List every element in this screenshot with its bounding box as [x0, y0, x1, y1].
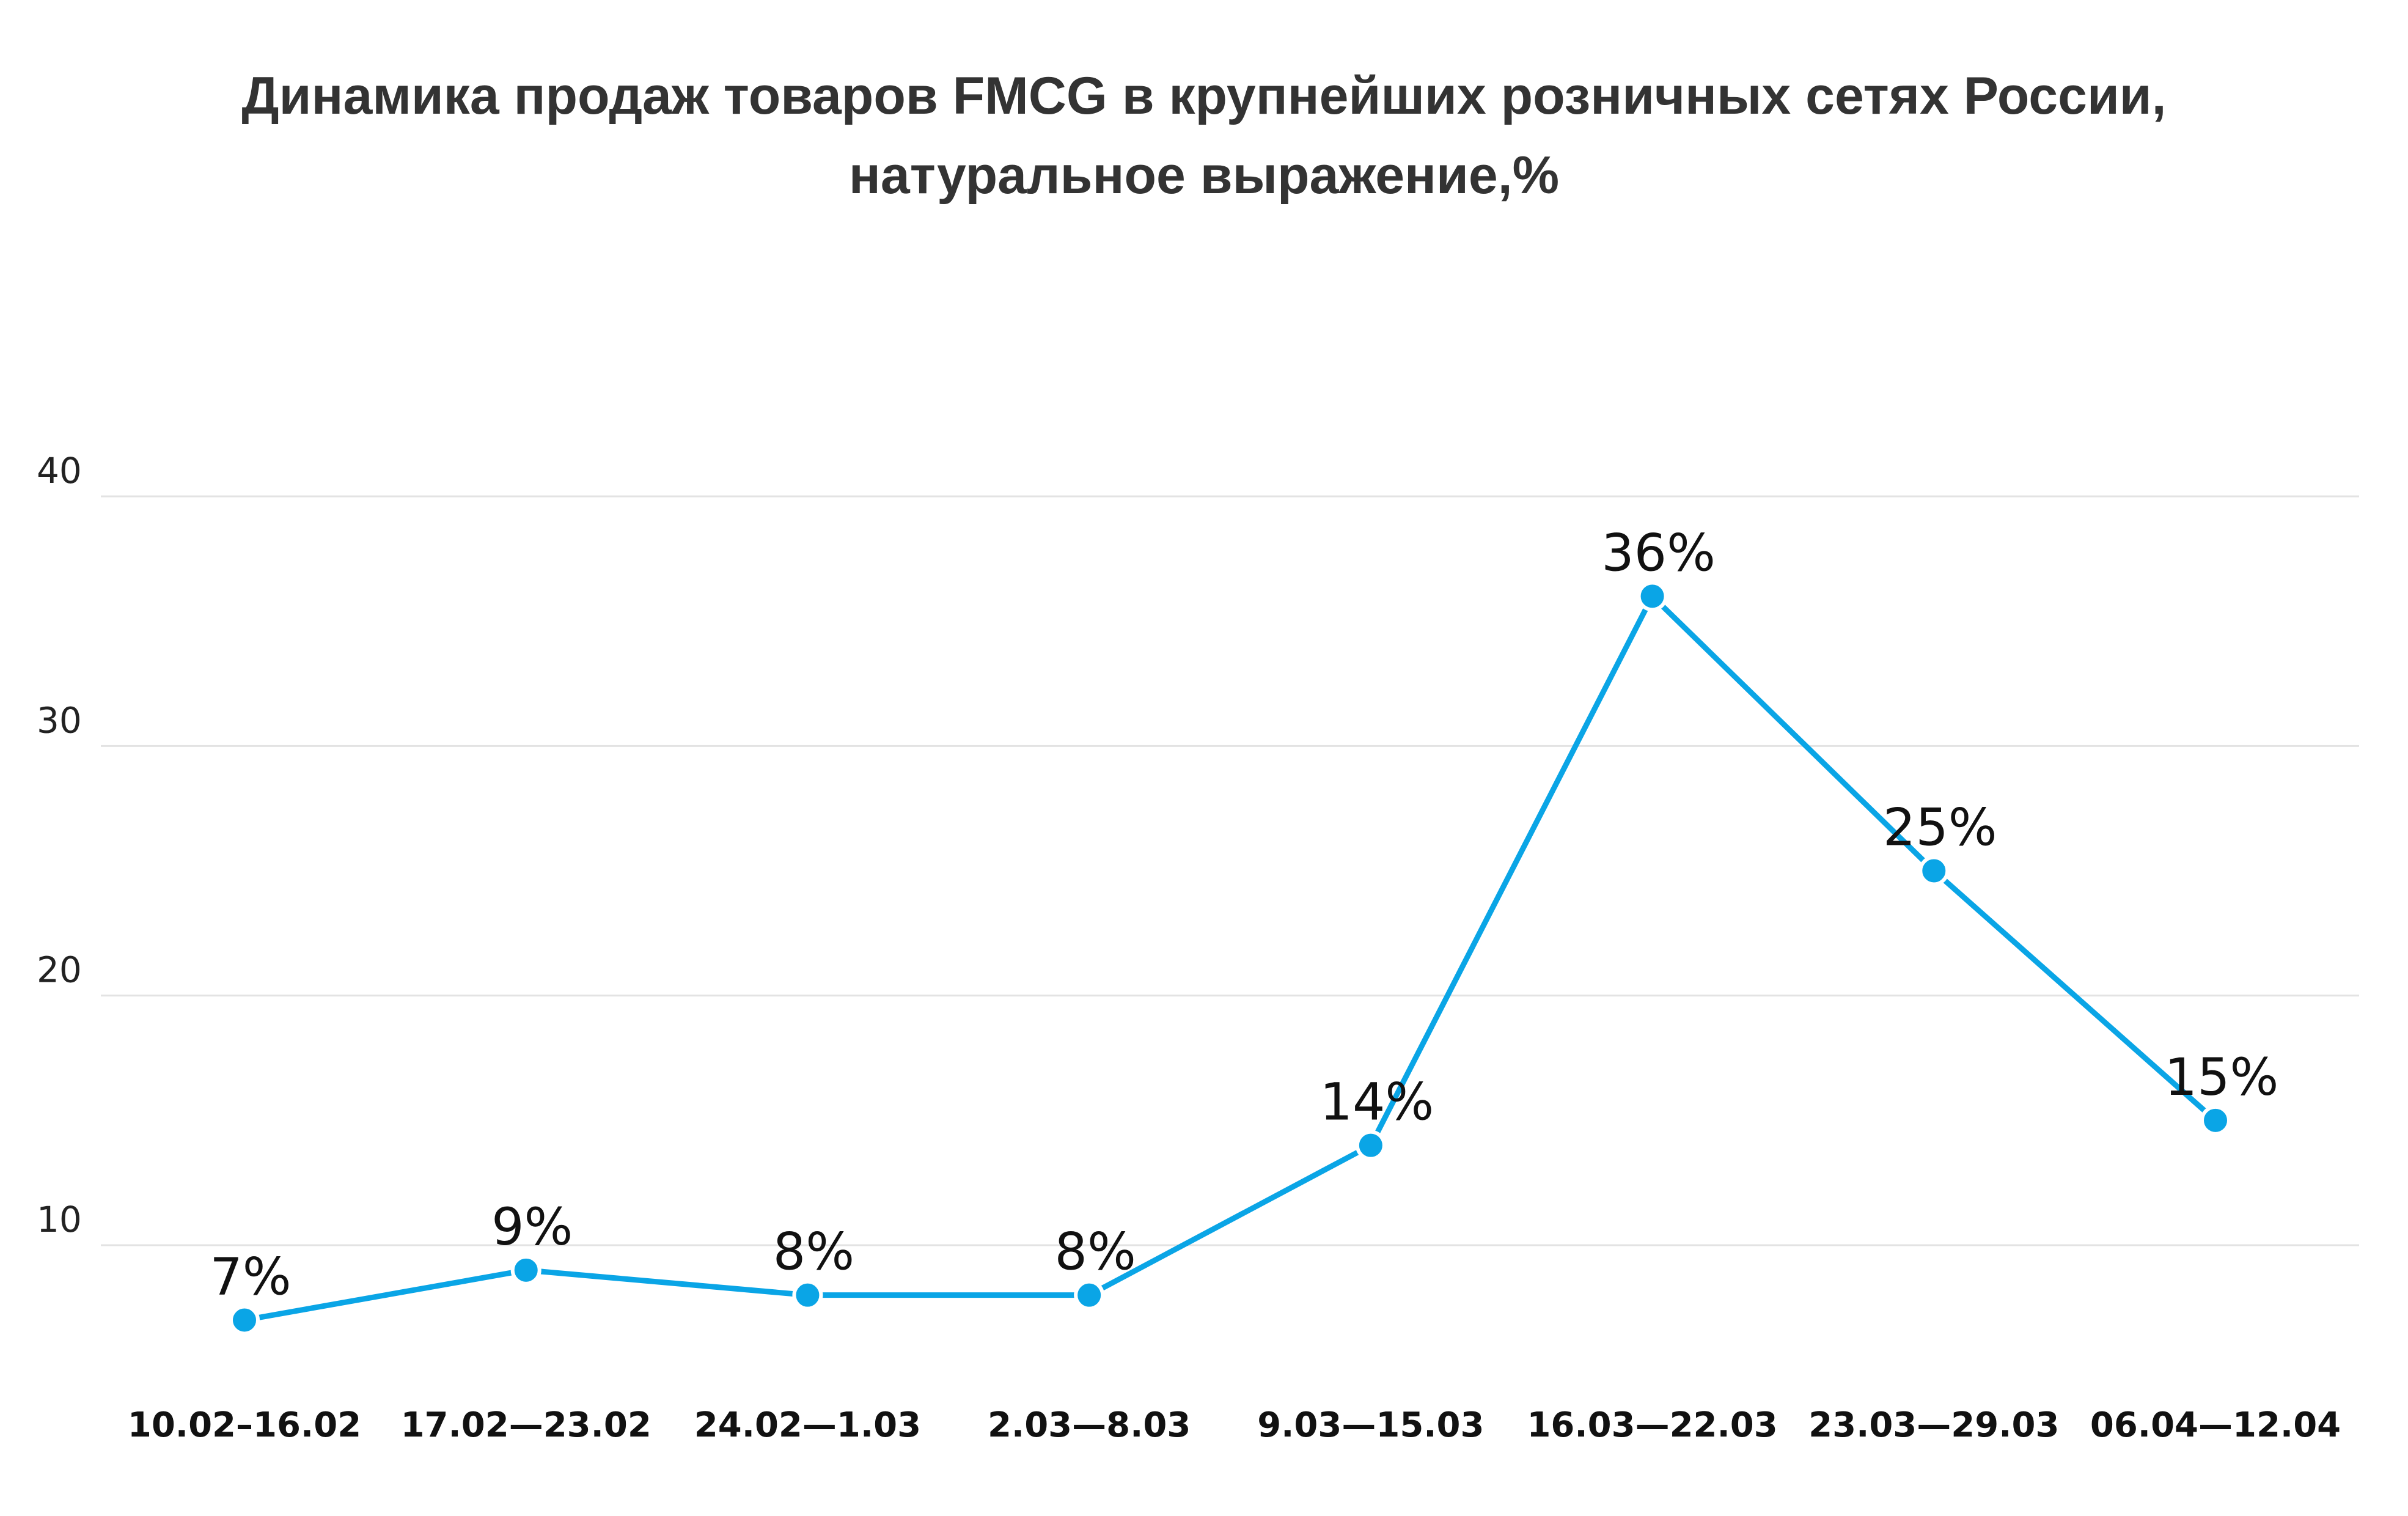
data-label: 8% — [773, 1222, 854, 1282]
chart-title: Динамика продаж товаров FMCG в крупнейши… — [241, 67, 2166, 205]
data-label: 7% — [210, 1247, 291, 1307]
x-tick-label: 9.03—15.03 — [1257, 1405, 1484, 1445]
series-line — [241, 593, 2219, 1323]
data-point — [1074, 1279, 1105, 1311]
x-tick-label: 23.03—29.03 — [1808, 1405, 2059, 1445]
y-tick-label: 30 — [37, 699, 82, 741]
data-point — [2200, 1105, 2231, 1136]
x-axis-ticks: 10.02–16.02 17.02—23.02 24.02—1.03 2.03—8.0… — [128, 1405, 2341, 1445]
y-tick-label: 10 — [37, 1199, 82, 1240]
x-tick-label: 24.02—1.03 — [694, 1405, 921, 1445]
chart-title-line-1: Динамика продаж товаров FMCG в крупнейши… — [241, 67, 2166, 125]
data-point — [1355, 1130, 1386, 1161]
grid-lines — [101, 495, 2359, 1246]
data-label: 15% — [2165, 1047, 2279, 1107]
x-tick-label: 17.02—23.02 — [401, 1405, 652, 1445]
data-point — [510, 1254, 541, 1286]
data-point — [229, 1304, 260, 1336]
x-tick-label: 06.04—12.04 — [2090, 1405, 2341, 1445]
data-label: 25% — [1883, 798, 1997, 858]
x-tick-label: 16.03—22.03 — [1527, 1405, 1777, 1445]
data-label: 36% — [1601, 523, 1716, 583]
data-labels: 7% 9% 8% 8% 14% 36% 25% 15% — [210, 523, 2278, 1306]
data-label: 9% — [491, 1197, 573, 1257]
data-label: 8% — [1055, 1222, 1136, 1282]
data-point — [1918, 855, 1950, 886]
x-tick-label: 10.02–16.02 — [128, 1405, 361, 1445]
chart-title-line-2: натуральное выражение,% — [849, 146, 1559, 205]
data-point — [792, 1279, 823, 1311]
y-tick-label: 20 — [37, 949, 82, 991]
data-point — [1637, 581, 1668, 612]
series-line-group — [229, 581, 2231, 1336]
y-axis-ticks: 10 20 30 40 — [37, 450, 82, 1240]
y-tick-label: 40 — [37, 450, 82, 491]
x-tick-label: 2.03—8.03 — [988, 1405, 1191, 1445]
data-label: 14% — [1320, 1072, 1434, 1132]
